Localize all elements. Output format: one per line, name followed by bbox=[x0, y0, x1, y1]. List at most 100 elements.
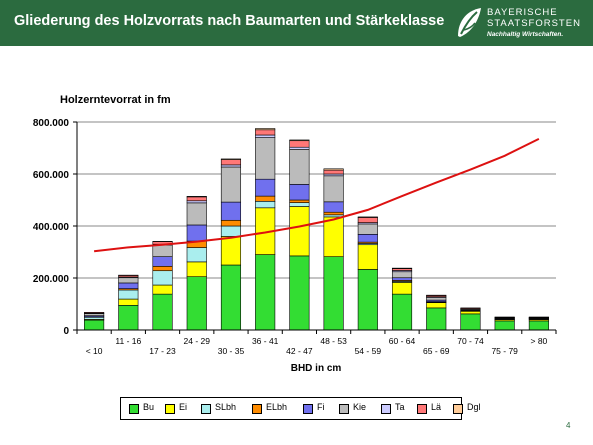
bar-segment-kie bbox=[84, 313, 105, 316]
bar-segment-fi bbox=[323, 201, 344, 213]
bar-segment-lä bbox=[357, 217, 378, 223]
bar-segment-kie bbox=[289, 149, 310, 185]
bayerische-staatsforsten-logo: BAYERISCHE STAATSFORSTEN Nachhaltig Wirt… bbox=[454, 4, 589, 44]
x-tick-label: < 10 bbox=[86, 346, 103, 356]
bar-segment-dgl bbox=[186, 196, 207, 198]
legend-swatch bbox=[165, 404, 175, 414]
bar-segment-bu bbox=[391, 293, 413, 331]
bar-segment-slbh bbox=[152, 270, 173, 286]
bar-segment-kie bbox=[220, 166, 242, 203]
bar-segment-ei bbox=[220, 236, 242, 266]
bar-segment-bu bbox=[494, 320, 515, 331]
legend-label: Ei bbox=[179, 402, 188, 412]
bar-segment-slbh bbox=[220, 225, 242, 237]
bar-segment-dgl bbox=[357, 216, 378, 218]
legend-label: Lä bbox=[431, 402, 442, 412]
x-tick-label: > 80 bbox=[531, 336, 548, 346]
bar-segment-slbh bbox=[118, 289, 139, 300]
bar-segment-dgl bbox=[391, 267, 413, 269]
bar-segment-dgl bbox=[323, 168, 344, 171]
bar-segment-ei bbox=[186, 261, 207, 278]
legend-swatch bbox=[252, 404, 262, 414]
logo-text-line1: BAYERISCHE bbox=[487, 7, 558, 18]
bar-segment-fi bbox=[289, 184, 310, 201]
bar-segment-bu bbox=[220, 264, 242, 331]
bar-segment-bu bbox=[426, 307, 447, 331]
bar-segment-fi bbox=[220, 201, 242, 221]
bar-segment-ei bbox=[460, 310, 481, 315]
bar-segment-lä bbox=[323, 169, 344, 175]
x-tick-label: 36 - 41 bbox=[252, 336, 279, 346]
x-tick-label: 42 - 47 bbox=[286, 346, 313, 356]
bar-segment-fi bbox=[118, 282, 139, 289]
x-axis-label: BHD in cm bbox=[291, 363, 342, 374]
bar-segment-bu bbox=[323, 256, 344, 331]
y-tick-label: 0 bbox=[63, 326, 69, 337]
bar-segment-ta bbox=[220, 164, 242, 168]
y-tick-labels: 0 200.000 400.000 600.000 800.000 bbox=[33, 118, 70, 337]
bar-segment-slbh bbox=[84, 316, 105, 320]
bar-segment-lä bbox=[84, 312, 105, 314]
x-tick-label: 30 - 35 bbox=[218, 346, 245, 356]
header-bar: Gliederung des Holzvorrats nach Baumarte… bbox=[0, 0, 593, 46]
legend-label: Fi bbox=[317, 402, 325, 412]
bar-segment-lä bbox=[460, 307, 481, 309]
bar-segment-lä bbox=[186, 196, 207, 202]
y-tick-label: 200.000 bbox=[33, 274, 70, 285]
bar-segment-elbh bbox=[255, 195, 276, 202]
bar-segment-ei bbox=[426, 302, 447, 309]
bar-segment-fi bbox=[152, 256, 173, 267]
bar-segment-slbh bbox=[186, 247, 207, 263]
bar-segment-bu bbox=[460, 313, 481, 331]
y-tick-label: 600.000 bbox=[33, 170, 70, 181]
leaf-icon bbox=[458, 8, 481, 37]
stacked-bar-chart: Holzerntevorrat in fm 0 200.000 400.000 600… bbox=[33, 94, 557, 374]
x-tick-label: 65 - 69 bbox=[423, 346, 450, 356]
logo-slogan: Nachhaltig Wirtschaften. bbox=[487, 31, 564, 38]
bar-segment-kie bbox=[357, 223, 378, 235]
bar-segment-slbh bbox=[289, 202, 310, 207]
legend-label: Dgl bbox=[467, 402, 481, 412]
bar-segment-bu bbox=[357, 269, 378, 331]
bar-segment-dgl bbox=[289, 139, 310, 142]
bar-segment-bu bbox=[84, 319, 105, 331]
bar-segment-fi bbox=[391, 277, 413, 281]
bar-segment-ta bbox=[289, 146, 310, 150]
chart-legend: Bu Ei SLbh ELbh Fi Kie Ta Lä Dgl bbox=[120, 397, 481, 420]
y-tick-label: 800.000 bbox=[33, 118, 70, 129]
trend-line-path bbox=[93, 138, 540, 253]
legend-label: Kie bbox=[353, 402, 367, 412]
bar-segment-ei bbox=[289, 206, 310, 257]
bar-segment-bu bbox=[152, 293, 173, 331]
legend-swatch bbox=[201, 404, 211, 414]
bar-segment-fi bbox=[357, 234, 378, 243]
bar-segment-bu bbox=[118, 304, 139, 331]
legend-swatch bbox=[453, 404, 463, 414]
legend-label: SLbh bbox=[215, 402, 237, 412]
chart-title: Holzerntevorrat in fm bbox=[60, 94, 171, 106]
bar-segment-kie bbox=[391, 271, 413, 279]
legend-swatch bbox=[129, 404, 139, 414]
legend-swatch bbox=[417, 404, 427, 414]
bar-segment-fi bbox=[186, 224, 207, 242]
bar-segment-ei bbox=[323, 216, 344, 257]
bar-segment-bu bbox=[528, 320, 549, 331]
legend-label: Bu bbox=[143, 402, 155, 412]
bar-segment-ei bbox=[118, 298, 139, 306]
page-number: 4 bbox=[566, 421, 571, 430]
page-title: Gliederung des Holzvorrats nach Baumarte… bbox=[14, 13, 445, 29]
legend-swatch bbox=[381, 404, 391, 414]
bar-segment-lä bbox=[220, 159, 242, 166]
bars bbox=[84, 128, 549, 331]
y-tick-label: 400.000 bbox=[33, 222, 70, 233]
trend-line bbox=[93, 138, 540, 253]
bar-segment-ta bbox=[255, 134, 276, 138]
bar-segment-bu bbox=[255, 254, 276, 331]
bar-segment-bu bbox=[289, 255, 310, 331]
gridlines bbox=[77, 121, 556, 279]
x-tick-labels: < 10 11 - 16 17 - 23 24 - 29 30 - 35 36 - 41 4… bbox=[86, 336, 548, 356]
bar-segment-elbh bbox=[289, 199, 310, 203]
bar-segment-kie bbox=[323, 175, 344, 203]
x-tick-label: 75 - 79 bbox=[491, 346, 518, 356]
bar-segment-lä bbox=[255, 129, 276, 136]
